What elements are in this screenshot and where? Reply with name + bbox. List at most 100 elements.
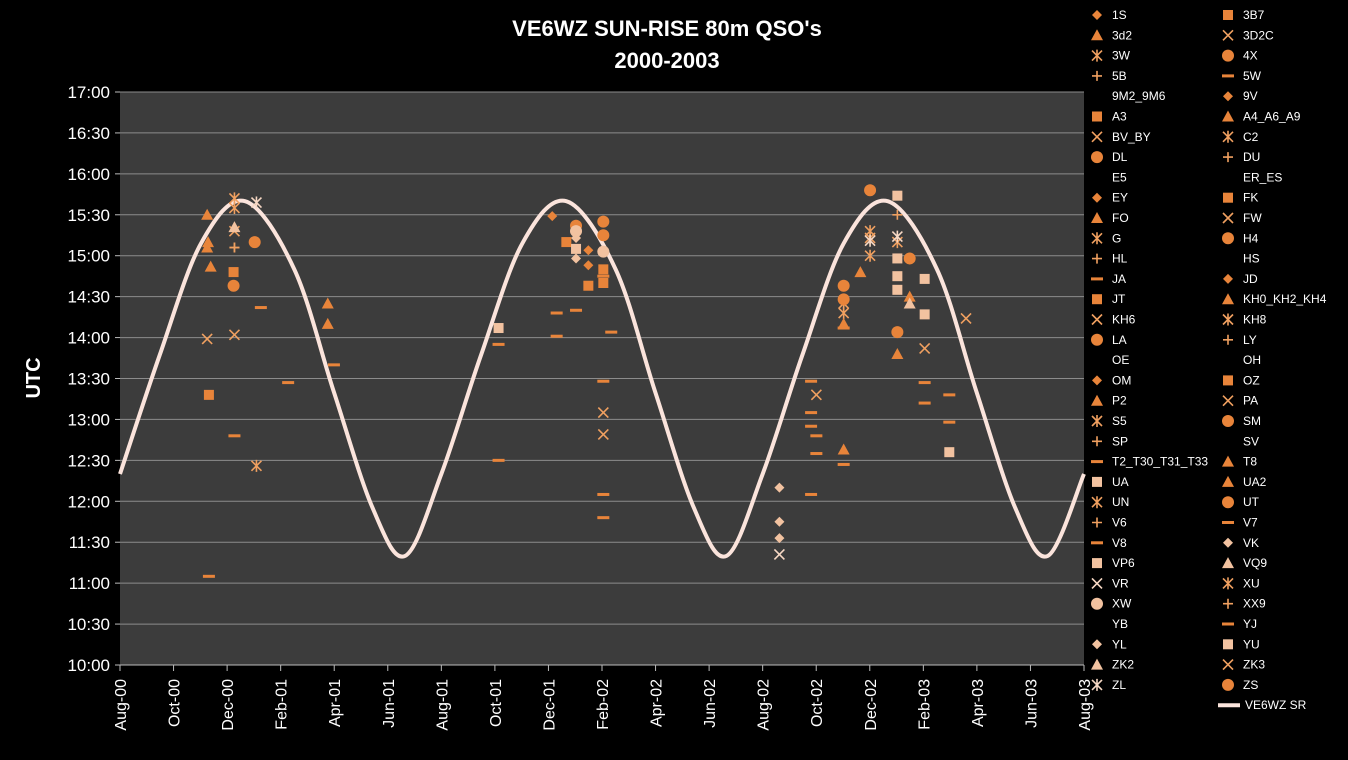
legend-label: G bbox=[1112, 231, 1121, 245]
data-point bbox=[598, 264, 609, 275]
y-tick-label: 14:30 bbox=[67, 288, 110, 307]
data-point bbox=[960, 312, 972, 325]
x-tick-label: Oct-00 bbox=[167, 679, 184, 727]
data-point bbox=[774, 482, 785, 493]
legend-label: SV bbox=[1243, 434, 1259, 448]
legend-label: S5 bbox=[1112, 414, 1127, 428]
x-tick-label: Dec-00 bbox=[220, 679, 237, 731]
legend-label: PA bbox=[1243, 394, 1258, 408]
legend-label: 4X bbox=[1243, 49, 1258, 63]
data-point bbox=[805, 411, 818, 415]
legend-label: LA bbox=[1112, 333, 1127, 347]
data-point bbox=[570, 308, 583, 312]
data-point bbox=[597, 215, 610, 228]
legend-marker bbox=[1222, 678, 1234, 691]
data-point bbox=[202, 574, 215, 578]
y-tick-label: 12:00 bbox=[67, 492, 110, 511]
data-point bbox=[204, 260, 217, 272]
data-point bbox=[864, 249, 876, 262]
legend-marker bbox=[1091, 597, 1103, 610]
legend-label: ZS bbox=[1243, 678, 1258, 692]
legend-marker bbox=[1223, 334, 1233, 345]
legend-marker bbox=[1092, 192, 1102, 203]
data-point bbox=[597, 245, 610, 258]
legend-label: T8 bbox=[1243, 455, 1257, 469]
legend-label: SP bbox=[1112, 434, 1128, 448]
legend-marker bbox=[1222, 622, 1234, 626]
data-point bbox=[837, 462, 850, 466]
legend-label: UT bbox=[1243, 495, 1260, 509]
legend-label: LY bbox=[1243, 333, 1257, 347]
legend-marker bbox=[1222, 49, 1234, 62]
legend-label: 3W bbox=[1112, 49, 1131, 63]
data-point bbox=[571, 253, 582, 264]
legend-marker bbox=[1092, 253, 1102, 264]
legend-label: XX9 bbox=[1243, 597, 1266, 611]
legend-marker bbox=[1092, 10, 1102, 20]
x-tick-label: Feb-03 bbox=[916, 679, 933, 730]
legend-marker bbox=[1091, 333, 1103, 346]
legend-label: OH bbox=[1243, 353, 1261, 367]
legend-label: V7 bbox=[1243, 516, 1258, 530]
legend-label: 3D2C bbox=[1243, 28, 1274, 42]
data-point bbox=[228, 192, 241, 205]
legend-label: V8 bbox=[1112, 536, 1127, 550]
data-point bbox=[918, 401, 931, 405]
legend-label: HL bbox=[1112, 252, 1128, 266]
legend-label: KH6 bbox=[1112, 313, 1136, 327]
legend-marker bbox=[1222, 415, 1234, 427]
legend-label: YB bbox=[1112, 617, 1128, 631]
data-point bbox=[892, 190, 903, 201]
data-point bbox=[248, 236, 261, 249]
data-point bbox=[321, 297, 334, 309]
data-point bbox=[837, 443, 850, 455]
x-tick-label: Aug-03 bbox=[1077, 679, 1094, 731]
data-point bbox=[228, 434, 241, 438]
legend-marker bbox=[1091, 212, 1103, 223]
data-point bbox=[903, 297, 916, 309]
legend-marker bbox=[1222, 577, 1234, 590]
legend-label: 5B bbox=[1112, 69, 1127, 83]
data-point bbox=[598, 278, 609, 288]
legend-marker bbox=[1222, 313, 1234, 326]
y-axis-label: UTC bbox=[23, 357, 45, 398]
data-point bbox=[838, 307, 850, 320]
data-point bbox=[583, 245, 594, 256]
y-tick-label: 10:00 bbox=[67, 656, 110, 675]
legend-label: H4 bbox=[1243, 231, 1259, 245]
legend-marker bbox=[1092, 436, 1102, 447]
legend-marker bbox=[1092, 558, 1102, 569]
data-point bbox=[547, 211, 558, 222]
legend-marker bbox=[1091, 29, 1103, 41]
legend-label: OE bbox=[1112, 353, 1129, 367]
legend-marker bbox=[1222, 232, 1234, 245]
x-tick-label: Apr-03 bbox=[970, 679, 987, 727]
legend-marker bbox=[1222, 74, 1234, 78]
y-tick-label: 15:30 bbox=[67, 206, 110, 225]
legend-marker bbox=[1091, 232, 1103, 245]
legend-marker bbox=[1223, 639, 1233, 650]
legend-label: VR bbox=[1112, 576, 1129, 590]
legend-marker bbox=[1222, 455, 1234, 467]
legend-marker bbox=[1222, 110, 1234, 122]
legend-marker bbox=[1092, 111, 1102, 122]
data-point bbox=[919, 309, 930, 320]
legend-label: 9V bbox=[1243, 89, 1258, 103]
data-point bbox=[583, 280, 594, 291]
data-point bbox=[805, 492, 818, 496]
x-axis-ticks: Aug-00 Oct-00 Dec-00 Feb-01 Apr-01 Jun-01 Aug-… bbox=[113, 664, 1094, 731]
legend-label: V6 bbox=[1112, 516, 1127, 530]
data-point bbox=[837, 279, 850, 292]
legend-marker bbox=[1222, 521, 1234, 524]
data-point bbox=[854, 266, 867, 278]
legend-label: E5 bbox=[1112, 170, 1127, 184]
legend-marker bbox=[1091, 394, 1103, 406]
legend-marker bbox=[1091, 460, 1103, 464]
legend-label: XU bbox=[1243, 576, 1260, 590]
y-axis-ticks: 10:00 10:30 11:00 11:30 12:00 12:30 13:00 13:30… bbox=[67, 83, 120, 675]
legend-marker bbox=[1091, 678, 1103, 691]
legend-marker bbox=[1092, 375, 1102, 386]
y-tick-label: 10:30 bbox=[67, 615, 110, 634]
data-point bbox=[837, 317, 850, 329]
data-point bbox=[597, 516, 610, 520]
